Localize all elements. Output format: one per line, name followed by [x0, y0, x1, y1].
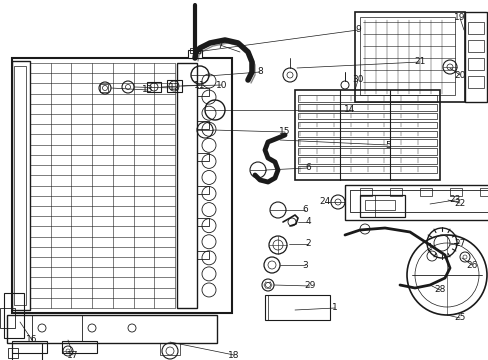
Bar	[4, 293, 24, 338]
Bar	[167, 80, 182, 92]
Bar	[177, 63, 197, 308]
Bar	[449, 188, 461, 196]
Bar	[297, 131, 436, 137]
Bar	[354, 12, 464, 102]
Text: 11: 11	[194, 81, 205, 90]
Text: 1: 1	[331, 303, 337, 312]
Bar	[62, 341, 97, 353]
Bar	[160, 343, 180, 355]
Bar	[8, 348, 18, 358]
Bar	[359, 17, 454, 95]
Bar	[12, 341, 47, 353]
Bar	[297, 148, 436, 155]
Bar	[12, 343, 42, 360]
Bar	[197, 88, 208, 96]
Bar	[7, 315, 217, 343]
Text: 28: 28	[433, 285, 445, 294]
Text: 26: 26	[466, 261, 477, 270]
Text: 19: 19	[453, 13, 465, 22]
Text: 24: 24	[319, 198, 330, 207]
Bar	[197, 251, 208, 258]
Bar	[467, 76, 483, 88]
Bar	[364, 200, 394, 210]
Text: 29: 29	[304, 282, 315, 291]
Bar	[467, 22, 483, 34]
Text: 5: 5	[385, 140, 390, 149]
Text: 17: 17	[67, 351, 79, 360]
Bar	[197, 185, 208, 194]
Text: 14: 14	[344, 105, 355, 114]
Text: 18: 18	[228, 351, 239, 360]
Bar	[359, 188, 371, 196]
Bar	[100, 84, 108, 92]
Bar	[297, 122, 436, 128]
Text: 9: 9	[354, 26, 360, 35]
Text: 16: 16	[26, 336, 38, 345]
Bar	[345, 185, 488, 220]
Bar	[297, 157, 436, 164]
Text: 12: 12	[169, 84, 181, 93]
Bar	[297, 139, 436, 146]
Text: 8: 8	[257, 68, 263, 77]
Text: 15: 15	[279, 127, 290, 136]
Bar	[0, 308, 15, 328]
Bar	[190, 48, 200, 53]
Bar	[467, 40, 483, 52]
Text: 25: 25	[453, 314, 465, 323]
Bar	[297, 166, 436, 173]
Bar	[359, 195, 404, 217]
Bar	[197, 218, 208, 226]
Bar	[464, 12, 486, 102]
Bar	[297, 95, 436, 102]
Text: 23: 23	[448, 195, 460, 204]
Bar	[297, 104, 436, 111]
Bar	[14, 66, 26, 305]
Text: 22: 22	[453, 198, 465, 207]
Text: 27: 27	[453, 238, 465, 248]
Bar	[12, 61, 30, 310]
Text: 13: 13	[142, 85, 153, 94]
Bar	[349, 190, 488, 212]
Bar	[187, 50, 202, 58]
Bar	[467, 58, 483, 70]
Bar	[264, 295, 329, 320]
Bar	[294, 90, 439, 180]
Text: 10: 10	[216, 81, 227, 90]
Text: 30: 30	[351, 76, 363, 85]
Bar	[197, 121, 208, 129]
Bar	[297, 113, 436, 120]
Bar	[12, 58, 231, 313]
Text: 6: 6	[302, 206, 307, 215]
Bar	[419, 188, 431, 196]
Text: 2: 2	[305, 239, 310, 248]
Text: 21: 21	[413, 58, 425, 67]
Bar	[479, 188, 488, 196]
Text: 3: 3	[302, 261, 307, 270]
Bar	[147, 82, 161, 92]
Bar	[197, 153, 208, 161]
Text: 4: 4	[305, 217, 310, 226]
Text: 20: 20	[453, 71, 465, 80]
Text: 7: 7	[217, 40, 223, 49]
Text: 6: 6	[305, 163, 310, 172]
Bar	[389, 188, 401, 196]
